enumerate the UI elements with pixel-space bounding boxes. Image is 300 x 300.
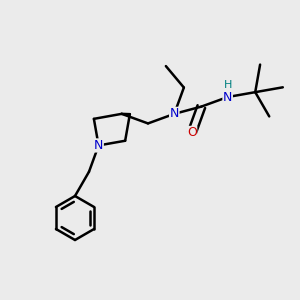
- Text: H: H: [224, 80, 232, 90]
- Text: N: N: [94, 139, 103, 152]
- Text: N: N: [169, 107, 179, 120]
- Text: O: O: [187, 126, 197, 140]
- Text: N: N: [223, 91, 232, 103]
